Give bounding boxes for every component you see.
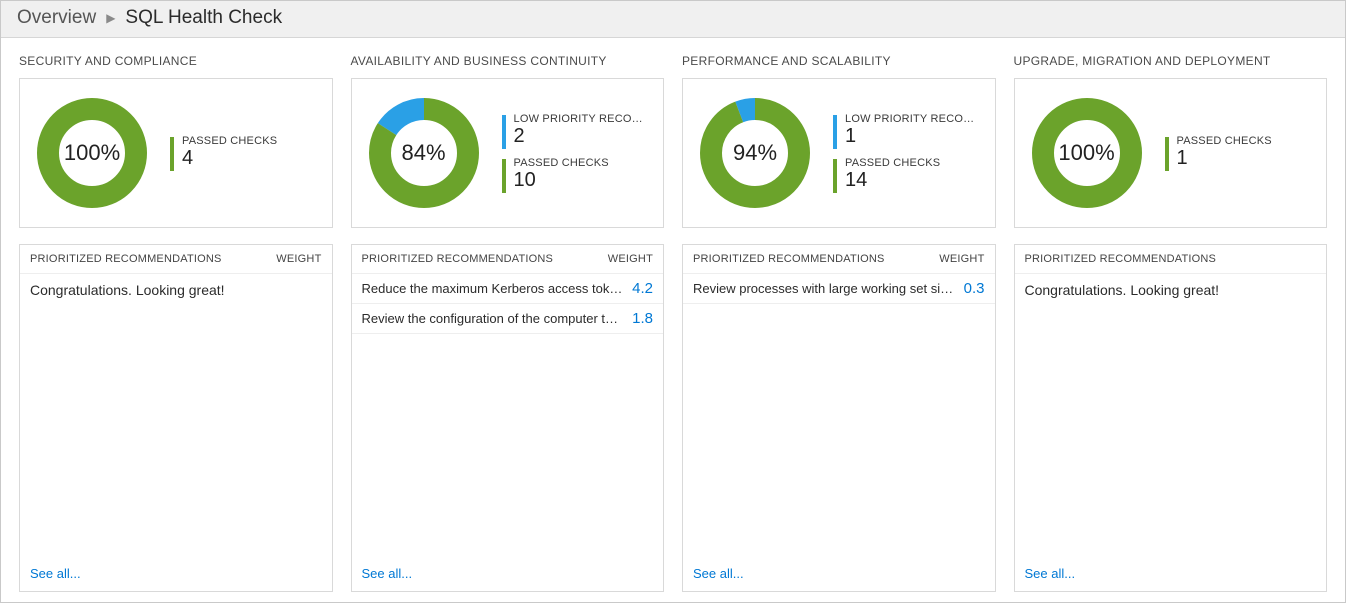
weight-header-label: WEIGHT: [276, 253, 321, 265]
see-all-container: See all...: [683, 558, 995, 591]
donut-chart: 100%: [32, 93, 152, 213]
recommendations-list: Congratulations. Looking great!: [20, 274, 332, 558]
recommendation-weight: 4.2: [632, 280, 653, 297]
dashboard-column: SECURITY AND COMPLIANCE 100% PASSED CHECK…: [19, 54, 333, 592]
recommendation-row[interactable]: Reduce the maximum Kerberos access token…: [352, 274, 664, 304]
see-all-link[interactable]: See all...: [693, 566, 744, 581]
recommendation-text: Reduce the maximum Kerberos access token…: [362, 281, 625, 296]
dashboard-column: AVAILABILITY AND BUSINESS CONTINUITY 84%…: [351, 54, 665, 592]
stat-text: LOW PRIORITY RECOMMENDATIO...2: [514, 113, 652, 147]
stat-value: 4: [182, 147, 277, 169]
stat-passed-checks: PASSED CHECKS1: [1165, 135, 1315, 171]
stats-group: PASSED CHECKS1: [1165, 135, 1315, 171]
see-all-container: See all...: [352, 558, 664, 591]
summary-card[interactable]: 100% PASSED CHECKS4: [19, 78, 333, 228]
recommendations-header-label: PRIORITIZED RECOMMENDATIONS: [362, 253, 554, 265]
recommendations-card: PRIORITIZED RECOMMENDATIONS WEIGHT Reduce …: [351, 244, 665, 592]
recommendation-row[interactable]: Review the configuration of the computer…: [352, 304, 664, 334]
column-title: UPGRADE, MIGRATION AND DEPLOYMENT: [1014, 54, 1328, 68]
recommendation-weight: 1.8: [632, 310, 653, 327]
stats-group: LOW PRIORITY RECOMMENDATIO...2 PASSED CHE…: [502, 113, 652, 193]
column-title: SECURITY AND COMPLIANCE: [19, 54, 333, 68]
stat-text: LOW PRIORITY RECOMMENDATIO...1: [845, 113, 983, 147]
stat-text: PASSED CHECKS14: [845, 157, 940, 191]
weight-header-label: WEIGHT: [608, 253, 653, 265]
dashboard-column: PERFORMANCE AND SCALABILITY 94% LOW PRIOR…: [682, 54, 996, 592]
stat-value: 10: [514, 169, 609, 191]
donut-percent-label: 84%: [401, 140, 445, 166]
see-all-container: See all...: [20, 558, 332, 591]
stat-value: 2: [514, 125, 652, 147]
stat-color-bar: [502, 115, 506, 149]
stat-value: 1: [845, 125, 983, 147]
see-all-link[interactable]: See all...: [30, 566, 81, 581]
column-title: AVAILABILITY AND BUSINESS CONTINUITY: [351, 54, 665, 68]
stat-label: LOW PRIORITY RECOMMENDATIO...: [845, 113, 983, 125]
stat-color-bar: [502, 159, 506, 193]
stat-passed-checks: PASSED CHECKS10: [502, 157, 652, 193]
recommendations-list: Congratulations. Looking great!: [1015, 274, 1327, 558]
stat-value: 1: [1177, 147, 1272, 169]
recommendation-text: Review processes with large working set …: [693, 281, 956, 296]
stat-color-bar: [833, 115, 837, 149]
chevron-right-icon: ▶: [106, 11, 115, 25]
donut-chart: 100%: [1027, 93, 1147, 213]
recommendations-card: PRIORITIZED RECOMMENDATIONS WEIGHT Congrat…: [19, 244, 333, 592]
recommendations-header: PRIORITIZED RECOMMENDATIONS WEIGHT: [352, 245, 664, 274]
dashboard-content: SECURITY AND COMPLIANCE 100% PASSED CHECK…: [1, 38, 1345, 602]
recommendation-text: Review the configuration of the computer…: [362, 311, 625, 326]
column-title: PERFORMANCE AND SCALABILITY: [682, 54, 996, 68]
see-all-link[interactable]: See all...: [1025, 566, 1076, 581]
see-all-link[interactable]: See all...: [362, 566, 413, 581]
recommendations-list: Review processes with large working set …: [683, 274, 995, 558]
recommendations-header: PRIORITIZED RECOMMENDATIONS: [1015, 245, 1327, 274]
stat-value: 14: [845, 169, 940, 191]
dashboard-column: UPGRADE, MIGRATION AND DEPLOYMENT 100% PA…: [1014, 54, 1328, 592]
stat-text: PASSED CHECKS10: [514, 157, 609, 191]
breadcrumb-root[interactable]: Overview: [17, 7, 96, 29]
recommendations-card: PRIORITIZED RECOMMENDATIONS WEIGHT Review …: [682, 244, 996, 592]
summary-card[interactable]: 100% PASSED CHECKS1: [1014, 78, 1328, 228]
recommendations-header: PRIORITIZED RECOMMENDATIONS WEIGHT: [20, 245, 332, 274]
congrats-message: Congratulations. Looking great!: [20, 274, 332, 306]
donut-percent-label: 100%: [64, 140, 120, 166]
stat-color-bar: [833, 159, 837, 193]
breadcrumb-current: SQL Health Check: [125, 7, 282, 29]
recommendation-weight: 0.3: [964, 280, 985, 297]
recommendation-row[interactable]: Review processes with large working set …: [683, 274, 995, 304]
recommendations-list: Reduce the maximum Kerberos access token…: [352, 274, 664, 558]
weight-header-label: WEIGHT: [939, 253, 984, 265]
stat-label: PASSED CHECKS: [514, 157, 609, 169]
stats-group: PASSED CHECKS4: [170, 135, 320, 171]
stat-label: PASSED CHECKS: [1177, 135, 1272, 147]
stats-group: LOW PRIORITY RECOMMENDATIO...1 PASSED CHE…: [833, 113, 983, 193]
stat-color-bar: [1165, 137, 1169, 171]
recommendations-header: PRIORITIZED RECOMMENDATIONS WEIGHT: [683, 245, 995, 274]
breadcrumb: Overview ▶ SQL Health Check: [1, 1, 1345, 38]
stat-label: LOW PRIORITY RECOMMENDATIO...: [514, 113, 652, 125]
app-frame: Overview ▶ SQL Health Check SECURITY AND…: [0, 0, 1346, 603]
stat-text: PASSED CHECKS1: [1177, 135, 1272, 169]
stat-passed-checks: PASSED CHECKS4: [170, 135, 320, 171]
donut-percent-label: 94%: [733, 140, 777, 166]
stat-color-bar: [170, 137, 174, 171]
stat-passed-checks: PASSED CHECKS14: [833, 157, 983, 193]
donut-chart: 84%: [364, 93, 484, 213]
stat-low-priority: LOW PRIORITY RECOMMENDATIO...2: [502, 113, 652, 149]
stat-text: PASSED CHECKS4: [182, 135, 277, 169]
recommendations-header-label: PRIORITIZED RECOMMENDATIONS: [693, 253, 885, 265]
stat-low-priority: LOW PRIORITY RECOMMENDATIO...1: [833, 113, 983, 149]
recommendations-header-label: PRIORITIZED RECOMMENDATIONS: [1025, 253, 1217, 265]
stat-label: PASSED CHECKS: [845, 157, 940, 169]
stat-label: PASSED CHECKS: [182, 135, 277, 147]
recommendations-header-label: PRIORITIZED RECOMMENDATIONS: [30, 253, 222, 265]
donut-percent-label: 100%: [1058, 140, 1114, 166]
congrats-message: Congratulations. Looking great!: [1015, 274, 1327, 306]
summary-card[interactable]: 84% LOW PRIORITY RECOMMENDATIO...2 PASSED …: [351, 78, 665, 228]
summary-card[interactable]: 94% LOW PRIORITY RECOMMENDATIO...1 PASSED …: [682, 78, 996, 228]
recommendations-card: PRIORITIZED RECOMMENDATIONS Congratulatio…: [1014, 244, 1328, 592]
see-all-container: See all...: [1015, 558, 1327, 591]
donut-chart: 94%: [695, 93, 815, 213]
